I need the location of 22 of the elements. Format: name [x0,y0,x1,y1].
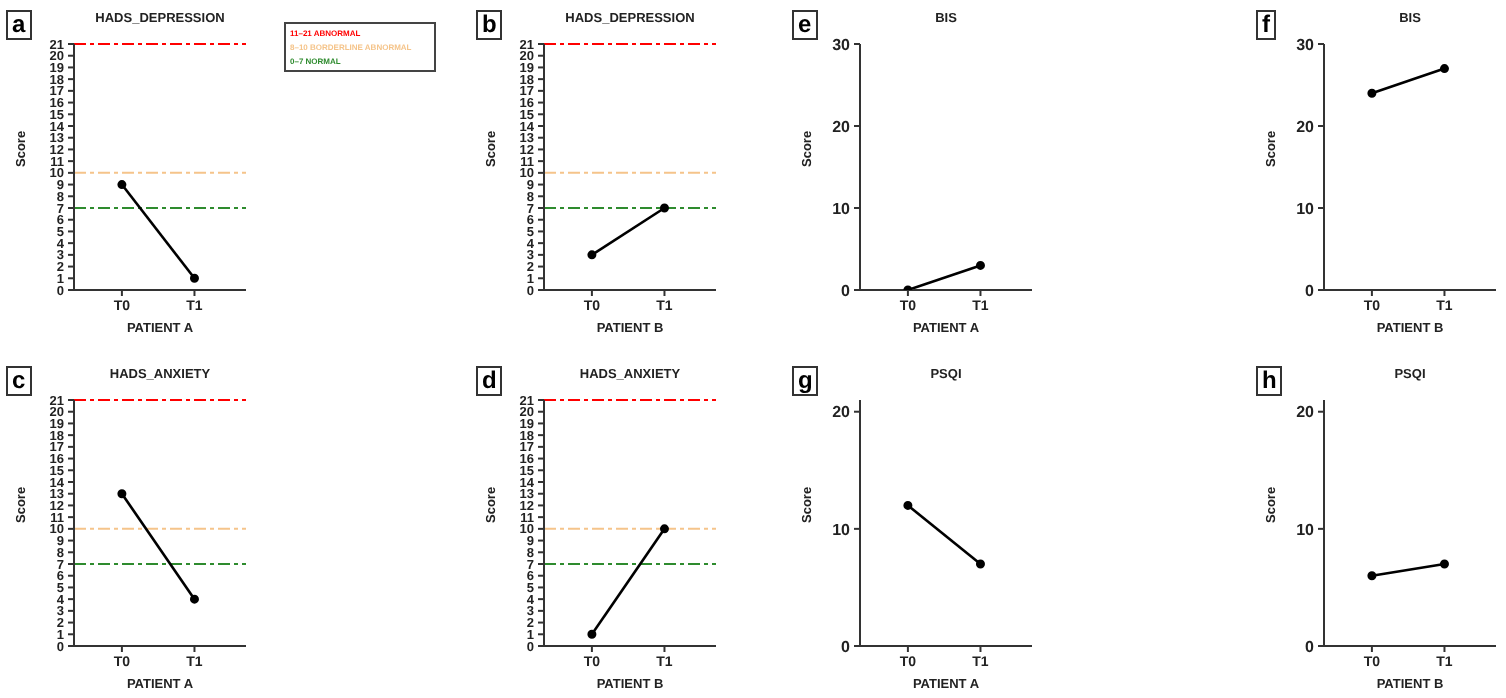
y-tick-label: 0 [841,637,852,656]
y-tick-label: 20 [1296,117,1316,136]
text: e [792,10,818,40]
y-tick-label: 10 [832,520,852,539]
y-tick-label: 20 [1296,403,1316,422]
y-tick-label: 10 [1296,520,1316,539]
y-tick-label: 20 [832,117,852,136]
y-tick-label: 30 [1296,35,1316,54]
y-tick-label: 20 [832,403,852,422]
y-tick-label: 10 [832,199,852,218]
text: f [1256,10,1276,40]
text: g [792,366,819,396]
y-tick-label: 10 [1296,199,1316,218]
y-tick-label: 0 [841,281,852,300]
text: a [6,10,32,40]
text: d [476,366,503,396]
text: b [476,10,503,40]
y-tick-label: 0 [1305,281,1316,300]
text: c [6,366,32,396]
y-tick-label: 0 [1305,637,1316,656]
text: h [1256,366,1283,396]
y-tick-label: 30 [832,35,852,54]
